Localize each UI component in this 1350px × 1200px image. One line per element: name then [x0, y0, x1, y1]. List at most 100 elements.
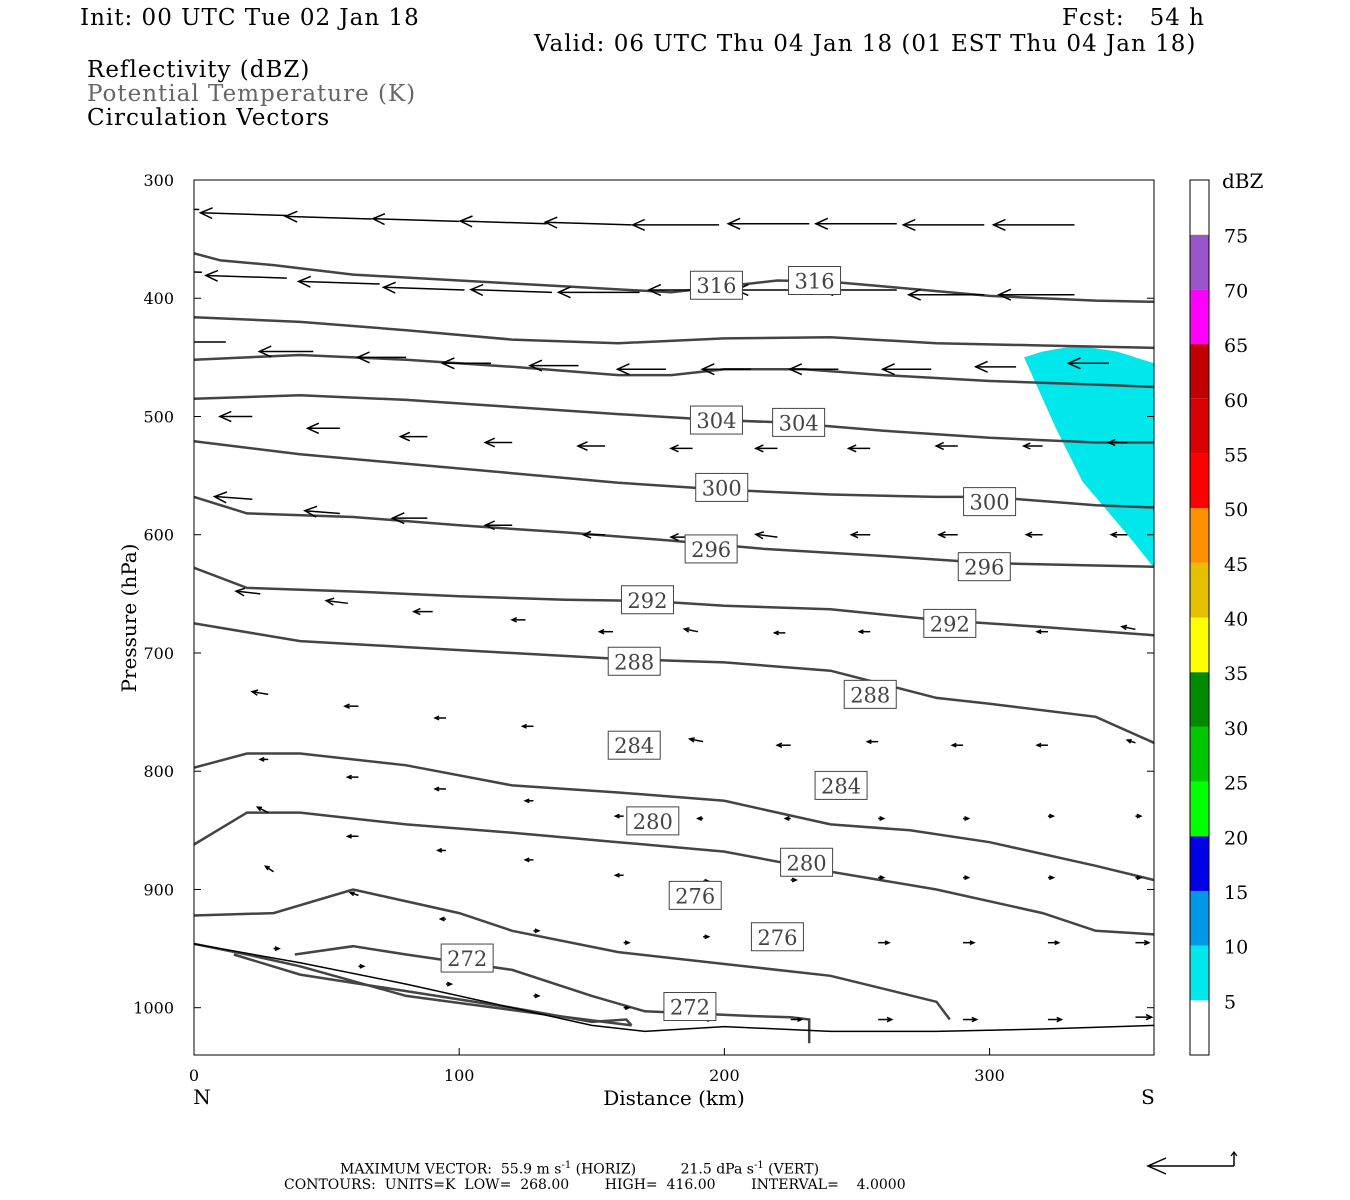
circulation-vector-62 — [857, 629, 871, 635]
circulation-vector-67 — [343, 703, 359, 709]
contour-label-304-0: 304 — [689, 405, 743, 435]
y-tick-label-300: 300 — [143, 171, 174, 190]
svg-text:280: 280 — [633, 810, 673, 834]
circulation-vector-0 — [194, 208, 200, 211]
circulation-vector-46 — [390, 512, 428, 525]
circulation-vector-88 — [255, 806, 269, 814]
circulation-vector-119 — [1047, 1016, 1064, 1023]
circulation-vector-90 — [435, 847, 446, 853]
circulation-vector-20 — [906, 288, 985, 301]
colorbar-label-30: 30 — [1224, 718, 1248, 740]
circulation-vector-106 — [878, 940, 891, 946]
circulation-vector-72 — [775, 742, 791, 748]
circulation-vector-92 — [613, 872, 624, 878]
circulation-vector-79 — [433, 786, 446, 792]
circulation-vector-118 — [963, 1016, 979, 1023]
circulation-vector-60 — [682, 627, 699, 633]
horiz-unit: m s — [536, 1161, 562, 1178]
colorbar-swatch-8 — [1190, 562, 1209, 618]
circulation-vector-24 — [355, 351, 407, 364]
theta-contour-312 — [194, 315, 1154, 350]
circulation-vector-6 — [630, 218, 720, 231]
circulation-vector-29 — [787, 363, 839, 376]
plot-frame — [193, 179, 1155, 1056]
colorbar-label-40: 40 — [1224, 609, 1248, 631]
svg-text:304: 304 — [779, 411, 819, 435]
circulation-vector-12 — [203, 269, 287, 282]
circulation-vector-111 — [358, 963, 366, 969]
theta-contour-288 — [194, 622, 1154, 744]
y-tick-label-900: 900 — [143, 880, 174, 899]
circulation-vector-96 — [963, 875, 971, 881]
circulation-vector-86 — [1047, 813, 1056, 819]
colorbar-title: dBZ — [1222, 169, 1264, 193]
vert-tag: (VERT) — [768, 1161, 820, 1178]
contour-label-296-1: 296 — [957, 552, 1011, 582]
circulation-vector-80 — [523, 798, 534, 804]
surface-line — [194, 943, 1154, 1033]
svg-text:276: 276 — [675, 884, 715, 908]
circulation-vector-3 — [370, 213, 460, 226]
circulation-vector-100 — [348, 891, 359, 897]
circulation-vector-39 — [753, 444, 778, 453]
circulation-vector-55 — [234, 587, 261, 597]
circulation-vector-98 — [1135, 875, 1143, 881]
reflectivity-region-0 — [1024, 345, 1154, 568]
colorbar-label-55: 55 — [1224, 444, 1248, 466]
horiz-max-value: 55.9 — [500, 1161, 533, 1178]
horiz-tag: (HORIZ) — [575, 1161, 637, 1178]
circulation-vector-87 — [1135, 813, 1143, 819]
circulation-vector-9 — [901, 218, 985, 231]
circulation-vector-15 — [469, 283, 553, 297]
contour-label-316-1: 316 — [788, 266, 842, 296]
svg-text:296: 296 — [691, 538, 731, 562]
colorbar-label-35: 35 — [1224, 663, 1248, 685]
colorbar-label-70: 70 — [1224, 280, 1248, 302]
circulation-vector-10 — [991, 218, 1075, 231]
circulation-vector-113 — [533, 993, 541, 999]
svg-text:292: 292 — [930, 612, 970, 636]
colorbar-label-45: 45 — [1224, 554, 1248, 576]
circulation-vector-78 — [345, 774, 359, 780]
circulation-vector-112 — [445, 981, 454, 987]
circulation-vector-43 — [1106, 438, 1128, 447]
max-vector-label: MAXIMUM VECTOR: — [340, 1161, 492, 1178]
circulation-vector-30 — [880, 363, 932, 376]
circulation-vector-71 — [687, 737, 704, 743]
colorbar-swatch-5 — [1190, 726, 1209, 782]
circulation-vector-59 — [597, 628, 614, 635]
contour-label-316-0: 316 — [689, 270, 743, 300]
circulation-vector-25 — [440, 357, 492, 370]
svg-text:296: 296 — [964, 556, 1004, 580]
contour-label-288-0: 288 — [607, 646, 661, 676]
svg-text:304: 304 — [696, 409, 736, 433]
x-tick-label-0: 0 — [189, 1066, 199, 1085]
colorbar-label-65: 65 — [1224, 335, 1248, 357]
theta-contour-276 — [194, 888, 951, 1021]
circulation-vector-114 — [623, 1005, 631, 1011]
colorbar-label-25: 25 — [1224, 773, 1248, 795]
x-tick-label-200: 200 — [709, 1066, 740, 1085]
svg-text:300: 300 — [702, 476, 742, 500]
reference-vector-icon — [1146, 1151, 1238, 1175]
circulation-vector-32 — [1066, 357, 1109, 370]
circulation-vector-76 — [1125, 738, 1136, 744]
theta-contour-284 — [194, 752, 1154, 882]
colorbar-label-60: 60 — [1224, 390, 1248, 412]
circulation-vector-27 — [615, 363, 667, 376]
circulation-vector-110 — [273, 946, 281, 952]
theta-contour-308 — [194, 353, 1154, 389]
circulation-vector-69 — [520, 723, 534, 729]
colorbar-label-20: 20 — [1224, 827, 1248, 849]
circulation-vector-11 — [194, 271, 202, 273]
contour-label-300-0: 300 — [695, 472, 749, 502]
colorbar-swatch-12 — [1190, 344, 1209, 399]
circulation-vector-117 — [878, 1016, 894, 1023]
circulation-vector-65 — [1120, 624, 1136, 631]
theta-contour-296 — [194, 495, 1154, 568]
x-axis-title: Distance (km) — [603, 1086, 745, 1110]
contour-label-296-0: 296 — [684, 534, 738, 564]
circulation-vector-23 — [257, 345, 314, 358]
circulation-vector-74 — [950, 742, 964, 748]
circulation-vector-56 — [324, 597, 348, 606]
